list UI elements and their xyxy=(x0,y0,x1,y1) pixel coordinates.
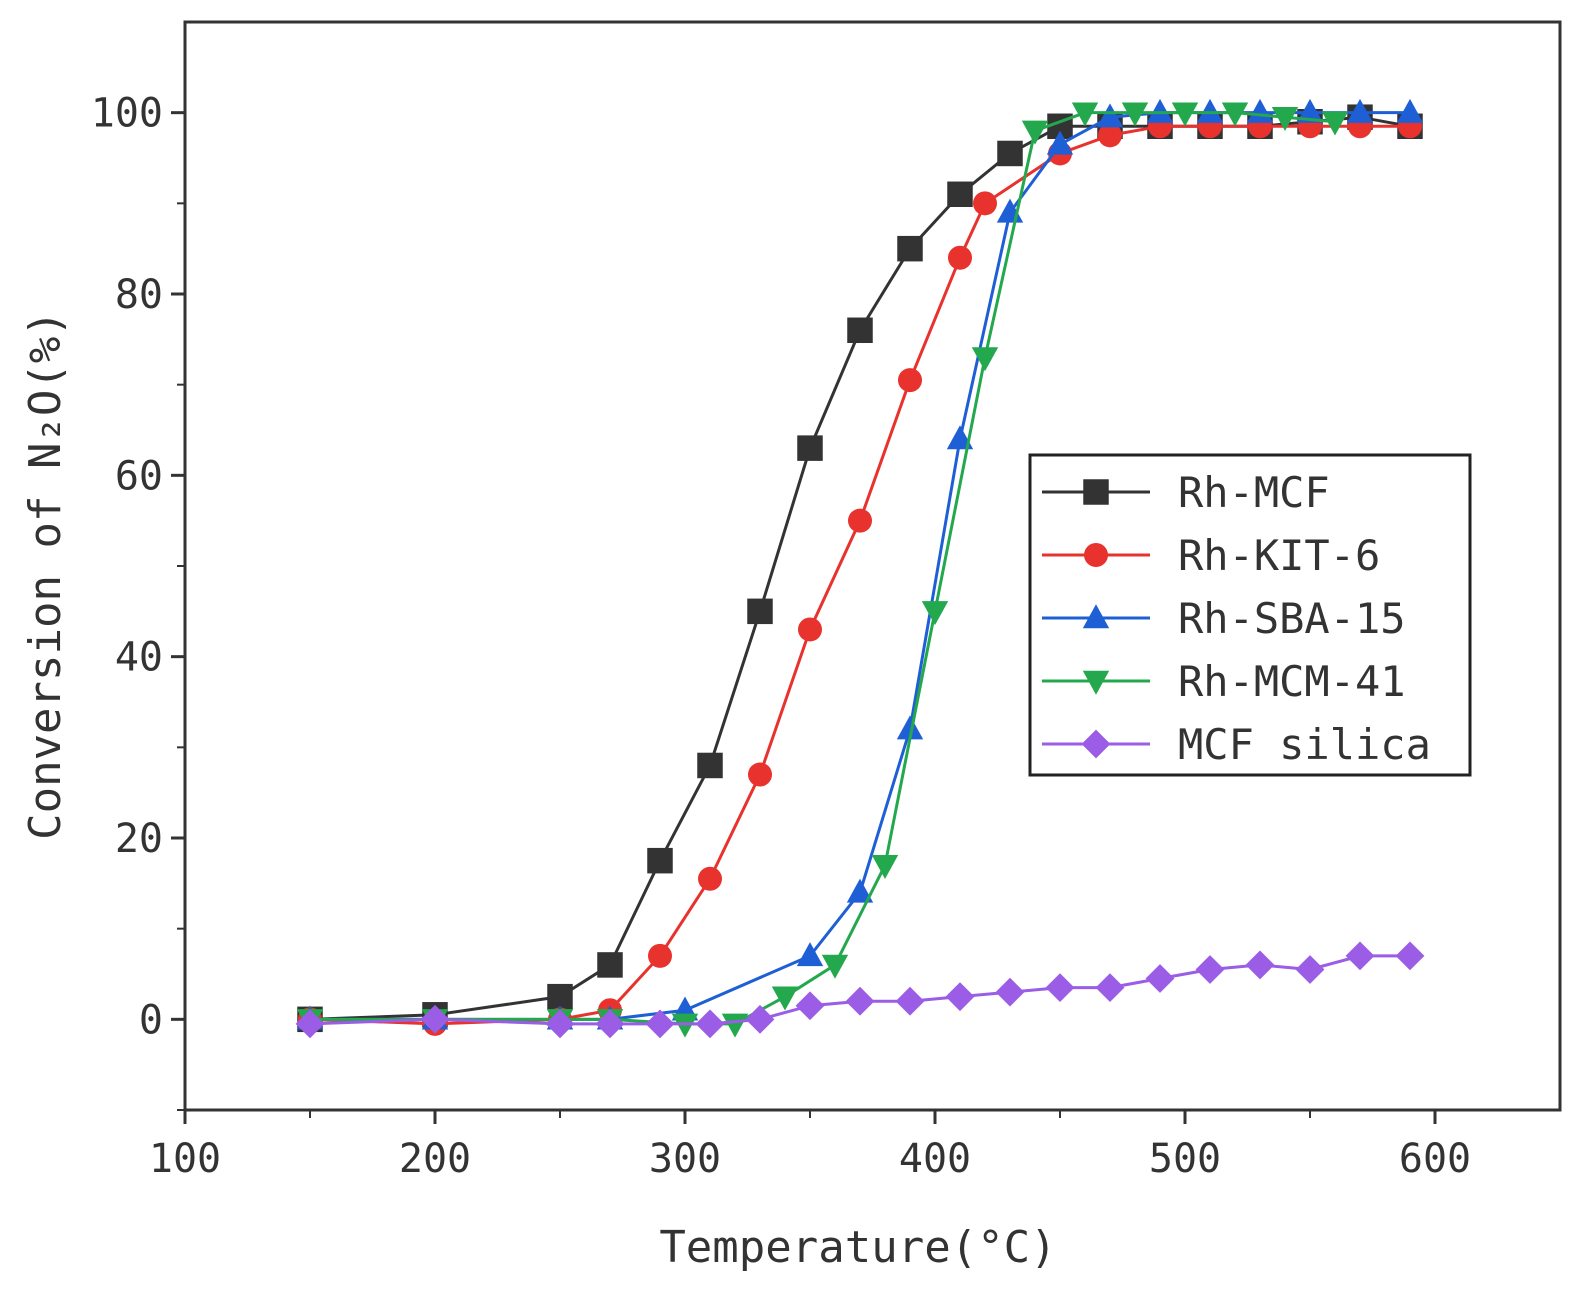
data-point xyxy=(1145,964,1175,993)
data-point xyxy=(995,977,1025,1007)
data-point xyxy=(671,1013,699,1038)
y-tick-label: 40 xyxy=(115,635,163,681)
y-tick-label: 80 xyxy=(115,272,163,318)
data-point xyxy=(547,983,573,1010)
data-point xyxy=(821,954,849,979)
data-point xyxy=(1195,955,1225,984)
data-point xyxy=(848,508,872,533)
x-tick-label: 200 xyxy=(399,1136,471,1182)
legend-label: Rh-KIT-6 xyxy=(1178,531,1380,580)
data-point xyxy=(748,762,772,787)
data-point xyxy=(1345,941,1375,971)
series-mcf-silica xyxy=(295,941,1425,1039)
x-axis-title: Temperature(°C) xyxy=(659,1222,1056,1273)
legend: Rh-MCF Rh-KIT-6 Rh-SBA-15 Rh-MCM-41 MCF sili… xyxy=(1028,453,1472,777)
x-tick-label: 600 xyxy=(1399,1136,1471,1182)
data-point xyxy=(1095,973,1125,1002)
data-point xyxy=(1096,103,1124,128)
data-point xyxy=(1171,102,1199,127)
data-point xyxy=(1021,120,1049,145)
data-point xyxy=(1082,670,1110,695)
data-point xyxy=(997,140,1023,167)
data-point xyxy=(1084,543,1108,567)
data-point xyxy=(698,866,722,891)
data-point xyxy=(948,245,972,270)
data-point xyxy=(1396,98,1424,123)
x-tick-label: 500 xyxy=(1149,1136,1221,1182)
data-point xyxy=(1346,98,1374,123)
data-point xyxy=(597,952,623,978)
legend-item: Rh-SBA-15 xyxy=(1042,594,1406,643)
data-point xyxy=(595,1009,625,1039)
legend-item: MCF silica xyxy=(1042,720,1431,769)
axis-ticks: 100 200 300 400 500 600 0 20 40 60 80 100 xyxy=(91,91,1471,1182)
data-point xyxy=(1196,98,1224,123)
y-axis-title: Conversion of N₂O(%) xyxy=(20,310,71,840)
y-tick-label: 0 xyxy=(139,997,163,1043)
data-point xyxy=(1083,479,1109,505)
data-point xyxy=(745,1004,775,1034)
data-point xyxy=(1121,102,1149,127)
data-point xyxy=(1146,98,1174,123)
data-point xyxy=(798,617,822,642)
y-tick-label: 60 xyxy=(115,453,163,499)
data-point xyxy=(1082,604,1110,629)
data-point xyxy=(945,982,975,1012)
legend-label: Rh-MCM-41 xyxy=(1178,657,1406,706)
data-point xyxy=(895,986,925,1016)
data-point xyxy=(648,943,672,968)
data-point xyxy=(796,942,824,967)
data-point xyxy=(845,986,875,1016)
data-point xyxy=(1321,111,1349,136)
data-point xyxy=(1045,973,1075,1002)
x-tick-label: 100 xyxy=(149,1136,221,1182)
data-point xyxy=(846,878,874,903)
legend-label: Rh-SBA-15 xyxy=(1178,594,1406,643)
data-point xyxy=(921,601,949,626)
data-point xyxy=(1221,102,1249,127)
data-point xyxy=(797,435,823,461)
legend-item: Rh-KIT-6 xyxy=(1042,531,1380,580)
data-point xyxy=(771,986,799,1011)
data-point xyxy=(973,191,997,216)
data-point xyxy=(1071,102,1099,127)
data-point xyxy=(1246,98,1274,123)
data-point xyxy=(795,991,825,1021)
data-point xyxy=(871,855,899,879)
data-point xyxy=(695,1009,725,1039)
data-point xyxy=(1395,941,1425,971)
data-point xyxy=(721,1013,749,1038)
legend-item: Rh-MCM-41 xyxy=(1042,657,1406,706)
data-point xyxy=(1046,130,1074,155)
data-point xyxy=(647,847,673,874)
data-point xyxy=(1245,950,1275,980)
data-point xyxy=(747,598,773,625)
data-point xyxy=(1295,955,1325,984)
x-tick-label: 400 xyxy=(899,1136,971,1182)
data-point xyxy=(897,235,923,262)
data-point xyxy=(896,715,924,740)
y-tick-label: 20 xyxy=(115,816,163,862)
y-tick-label: 100 xyxy=(91,91,163,137)
data-point xyxy=(1098,123,1122,148)
data-point xyxy=(947,181,973,208)
data-point xyxy=(898,368,922,393)
data-point xyxy=(545,1009,575,1039)
legend-label: MCF silica xyxy=(1178,720,1431,769)
legend-label: Rh-MCF xyxy=(1178,468,1330,517)
data-point xyxy=(645,1009,675,1039)
data-point xyxy=(697,752,723,779)
legend-item: Rh-MCF xyxy=(1042,468,1330,517)
data-point xyxy=(1296,98,1324,123)
x-tick-label: 300 xyxy=(649,1136,721,1182)
data-point xyxy=(971,347,999,372)
data-point xyxy=(420,1004,450,1034)
data-point xyxy=(1271,107,1299,131)
data-point xyxy=(295,1009,325,1039)
data-point xyxy=(847,317,873,344)
legend-box xyxy=(1028,453,1472,777)
series-layer xyxy=(295,98,1425,1039)
data-point xyxy=(1081,729,1111,759)
